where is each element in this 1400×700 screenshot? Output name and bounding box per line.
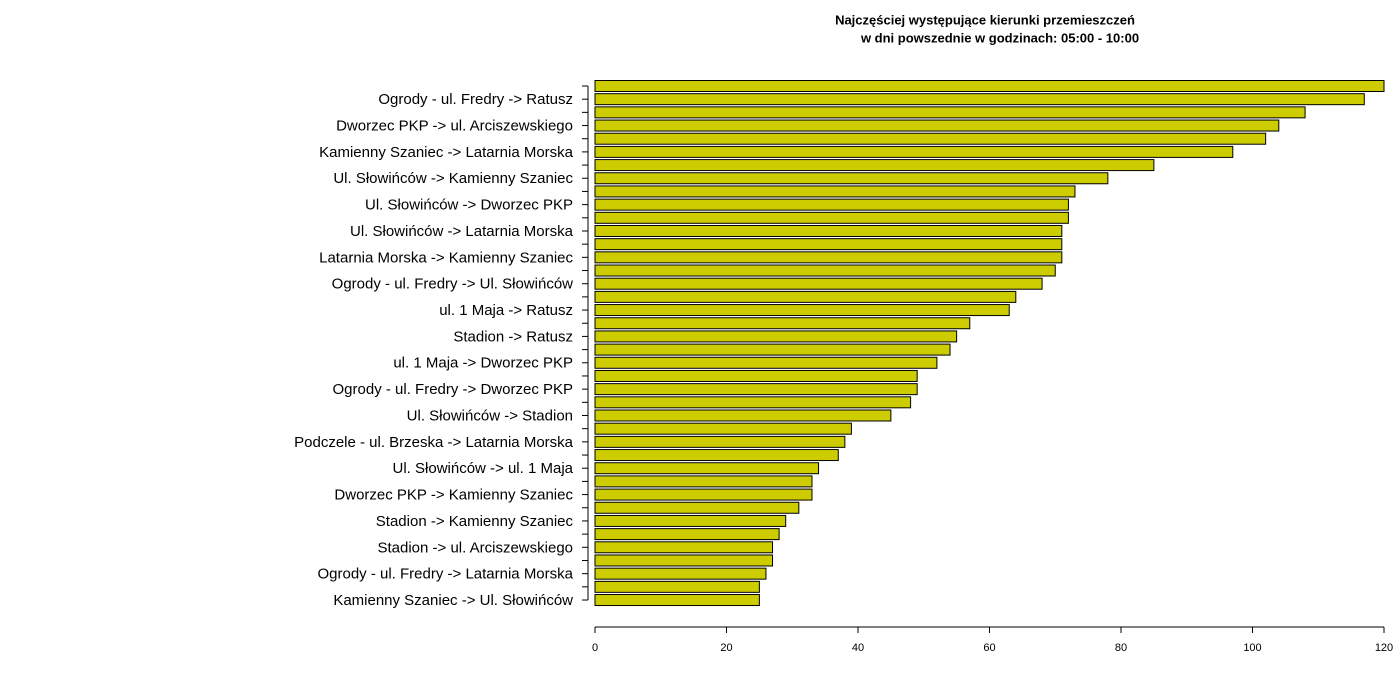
chart-title: Najczęściej występujące kierunki przemie… xyxy=(835,12,1135,27)
bar xyxy=(594,383,918,396)
bar xyxy=(594,343,951,356)
bar xyxy=(594,211,1069,224)
bar xyxy=(594,251,1063,264)
bar xyxy=(594,580,760,593)
bar xyxy=(594,106,1306,119)
x-tick-label: 60 xyxy=(983,642,995,654)
bar xyxy=(594,554,774,567)
bar xyxy=(594,132,1267,145)
bar xyxy=(594,356,938,369)
y-tick-label: Podczele - ul. Brzeska -> Latarnia Morsk… xyxy=(294,434,574,451)
x-tick-label: 20 xyxy=(720,642,732,654)
bar xyxy=(594,475,813,488)
y-tick-label: Kamienny Szaniec -> Latarnia Morska xyxy=(319,144,574,161)
y-tick-label: Ogrody - ul. Fredry -> Dworzec PKP xyxy=(333,381,573,398)
y-tick-label: Ogrody - ul. Fredry -> Ratusz xyxy=(378,91,573,108)
y-tick-label: Stadion -> Kamienny Szaniec xyxy=(376,513,574,530)
bar xyxy=(594,488,813,501)
bar xyxy=(594,435,846,448)
bar xyxy=(594,290,1017,303)
x-tick-label: 100 xyxy=(1243,642,1261,654)
bar xyxy=(594,264,1056,277)
bar xyxy=(594,304,1010,317)
y-tick-label: Dworzec PKP -> Kamienny Szaniec xyxy=(334,487,573,504)
bar xyxy=(594,528,780,541)
bar xyxy=(594,185,1076,198)
y-tick-label: Ogrody - ul. Fredry -> Latarnia Morska xyxy=(317,566,573,583)
y-tick-label: Stadion -> ul. Arciszewskiego xyxy=(377,539,573,556)
x-tick-label: 80 xyxy=(1115,642,1127,654)
y-tick-label: Ul. Słowińców -> Latarnia Morska xyxy=(350,223,574,240)
y-tick-label: Ul. Słowińców -> Dworzec PKP xyxy=(365,197,573,214)
bar xyxy=(594,449,839,462)
bar xyxy=(594,172,1109,185)
bar xyxy=(594,80,1385,92)
x-tick-label: 120 xyxy=(1375,642,1393,654)
bar xyxy=(594,119,1280,132)
bar xyxy=(594,198,1069,211)
y-tick-label: Latarnia Morska -> Kamienny Szaniec xyxy=(319,249,573,266)
y-tick-label: Ul. Słowińców -> Stadion xyxy=(407,407,573,424)
y-tick-label: Ul. Słowińców -> Kamienny Szaniec xyxy=(333,170,573,187)
bar xyxy=(594,567,767,580)
bar xyxy=(594,145,1234,158)
y-tick-label: Ul. Słowińców -> ul. 1 Maja xyxy=(393,460,574,477)
bar xyxy=(594,277,1043,290)
bar xyxy=(594,159,1155,172)
bar xyxy=(594,317,971,330)
x-tick-label: 0 xyxy=(592,642,598,654)
bar xyxy=(594,409,892,422)
y-tick-label: Dworzec PKP -> ul. Arciszewskiego xyxy=(336,118,573,135)
bar xyxy=(594,462,820,475)
y-tick-label: Stadion -> Ratusz xyxy=(453,328,573,345)
bar xyxy=(594,396,912,409)
bar xyxy=(594,594,760,607)
y-tick-label: ul. 1 Maja -> Ratusz xyxy=(439,302,573,319)
bar xyxy=(594,369,918,382)
bar xyxy=(594,238,1063,251)
bar xyxy=(594,501,800,514)
y-tick-label: Ogrody - ul. Fredry -> Ul. Słowińców xyxy=(332,276,573,293)
x-tick-label: 40 xyxy=(852,642,864,654)
bar xyxy=(594,330,958,343)
bar xyxy=(594,224,1063,237)
y-tick-label: Kamienny Szaniec -> Ul. Słowińców xyxy=(333,592,573,609)
bar xyxy=(594,93,1365,106)
chart-subtitle: w dni powszednie w godzinach: 05:00 - 10… xyxy=(860,30,1139,45)
bar xyxy=(594,514,787,527)
bar xyxy=(594,541,774,554)
y-tick-label: ul. 1 Maja -> Dworzec PKP xyxy=(393,355,573,372)
bar xyxy=(594,422,852,435)
